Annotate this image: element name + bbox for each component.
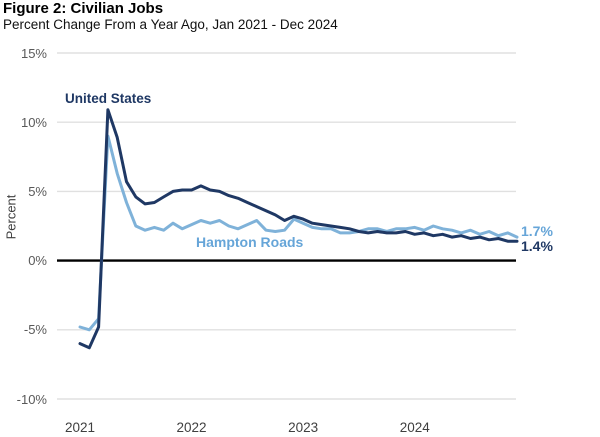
y-tick-label: 5% xyxy=(28,183,47,199)
y-tick-label: -10% xyxy=(16,391,47,407)
series-label-hampton-roads: Hampton Roads xyxy=(196,234,304,250)
x-tick-label: 2024 xyxy=(399,420,430,435)
x-tick-label: 2023 xyxy=(288,420,319,435)
series-label-united-states: United States xyxy=(65,91,152,106)
x-tick-label: 2021 xyxy=(64,420,96,435)
series-line-united-states xyxy=(78,108,519,350)
chart-title: Figure 2: Civilian Jobs xyxy=(3,0,164,17)
x-tick-label: 2022 xyxy=(176,420,207,435)
y-tick-label: 0% xyxy=(28,253,47,269)
series-line-hampton-roads xyxy=(78,134,519,332)
y-tick-label: 15% xyxy=(20,45,47,61)
y-tick-label: -5% xyxy=(23,322,47,338)
chart-subtitle: Percent Change From a Year Ago, Jan 2021… xyxy=(3,17,338,32)
y-tick-label: 10% xyxy=(20,114,47,130)
end-value-hampton-roads: 1.7% xyxy=(521,223,553,239)
end-value-united-states: 1.4% xyxy=(521,238,553,254)
